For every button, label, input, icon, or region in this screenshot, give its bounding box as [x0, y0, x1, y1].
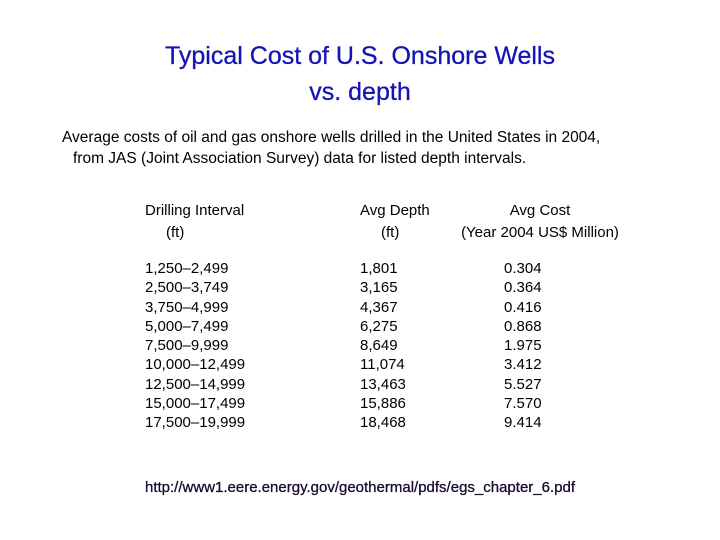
description-line-1: Average costs of oil and gas onshore wel… — [62, 129, 601, 146]
header-cost-unit: (Year 2004 US$ Million) — [461, 224, 619, 241]
column-avg-depth: 1,801 3,165 4,367 6,275 8,649 11,074 13,… — [360, 259, 406, 433]
header-interval-unit: (ft) — [166, 224, 185, 241]
title-line-2: vs. depth — [309, 78, 411, 106]
table-cell-interval: 15,000–17,499 — [145, 395, 246, 413]
header-avg-cost: Avg Cost (Year 2004 US$ Million) — [452, 200, 628, 244]
table-cell-interval: 12,500–14,999 — [145, 375, 246, 393]
table-cell-interval: 1,250–2,499 — [145, 260, 229, 277]
table-cell-depth: 11,074 — [360, 356, 405, 374]
header-cost-label: Avg Cost — [509, 202, 571, 219]
table-cell-interval: 5,000–7,499 — [145, 317, 229, 335]
table-cell-depth: 8,649 — [360, 337, 398, 355]
table-cell-cost: 9.414 — [504, 414, 542, 432]
header-interval-label: Drilling Interval — [145, 202, 245, 219]
source-url: http://www1.eere.energy.gov/geothermal/p… — [145, 479, 575, 496]
table-cell-cost: 0.868 — [504, 317, 542, 335]
table-cell-interval: 10,000–12,499 — [145, 356, 246, 374]
header-drilling-interval: Drilling Interval (ft) — [145, 200, 244, 244]
title-line-1: Typical Cost of U.S. Onshore Wells — [165, 42, 555, 70]
table-cell-cost: 5.527 — [504, 375, 542, 393]
table-cell-cost: 3.412 — [504, 356, 542, 374]
description: Average costs of oil and gas onshore wel… — [62, 127, 702, 169]
table-cell-depth: 4,367 — [360, 298, 398, 316]
table-cell-depth: 15,886 — [360, 395, 406, 413]
page-title: Typical Cost of U.S. Onshore Wells vs. d… — [0, 38, 720, 110]
table-cell-interval: 2,500–3,749 — [145, 279, 229, 297]
header-depth-unit: (ft) — [381, 224, 400, 241]
table-cell-depth: 6,275 — [360, 317, 398, 335]
header-depth-label: Avg Depth — [360, 202, 430, 219]
description-line-2: from JAS (Joint Association Survey) data… — [73, 150, 527, 167]
table-cell-depth: 1,801 — [360, 260, 398, 277]
table-cell-cost: 0.416 — [504, 298, 542, 316]
table-cell-depth: 3,165 — [360, 279, 398, 297]
header-avg-depth: Avg Depth (ft) — [360, 200, 430, 244]
column-avg-cost: 0.304 0.364 0.416 0.868 1.975 3.412 5.52… — [504, 259, 542, 433]
table-cell-cost: 7.570 — [504, 395, 542, 413]
table-cell-cost: 1.975 — [504, 337, 542, 355]
table-cell-cost: 0.364 — [504, 279, 542, 297]
table-cell-cost: 0.304 — [504, 260, 542, 277]
table-cell-interval: 3,750–4,999 — [145, 298, 229, 316]
column-drilling-interval: 1,250–2,499 2,500–3,749 3,750–4,999 5,00… — [145, 259, 245, 433]
table-cell-interval: 17,500–19,999 — [145, 414, 246, 432]
table-cell-depth: 13,463 — [360, 375, 406, 393]
table-cell-depth: 18,468 — [360, 414, 406, 432]
table-cell-interval: 7,500–9,999 — [145, 337, 229, 355]
